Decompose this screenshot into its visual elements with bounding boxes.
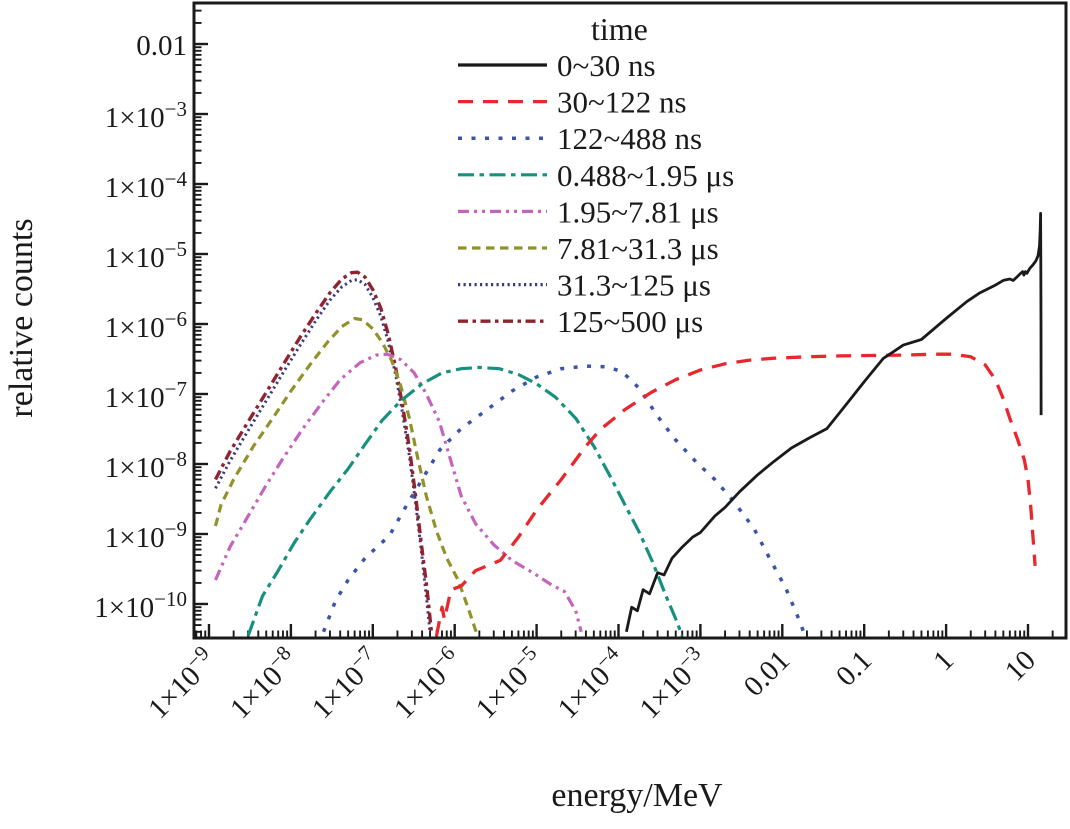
- series-line-0-488-1-95-s: [246, 365, 684, 637]
- y-tick-label: 1×10−10: [94, 587, 187, 624]
- legend-entry-label: 30~122 ns: [557, 85, 687, 120]
- y-tick-label: 1×10−3: [105, 97, 187, 134]
- y-axis-title: relative counts: [3, 218, 40, 417]
- series-group: [213, 212, 1043, 637]
- legend-entry-label: 0.488~1.95 μs: [557, 158, 734, 193]
- plot-frame: [192, 1, 1068, 640]
- legend-entry-label: 1.95~7.81 μs: [557, 194, 719, 229]
- x-tick-label: 1×10−8: [221, 641, 305, 725]
- x-tick-label: 1×10−4: [548, 640, 633, 725]
- series-line-1-95-7-81-s: [214, 352, 583, 633]
- series-line-122-488-ns: [321, 364, 807, 637]
- legend-entry-label: 0~30 ns: [557, 48, 656, 83]
- y-tick-label: 1×10−4: [105, 167, 188, 204]
- x-tick-label: 0.01: [738, 644, 797, 703]
- series-line-7-81-31-3-s: [213, 316, 480, 637]
- series-line-0-30-ns: [625, 212, 1043, 633]
- legend-entry-label: 122~488 ns: [557, 121, 702, 156]
- y-tick-label: 1×10−6: [105, 307, 187, 344]
- legend-entry-label: 125~500 μs: [557, 304, 703, 339]
- y-tick-label: 1×10−8: [105, 447, 187, 484]
- x-tick-label: 0.1: [830, 644, 878, 692]
- y-tick-label: 0.01: [136, 30, 187, 62]
- x-tick-label: 1×10−3: [630, 641, 714, 725]
- x-axis-title: energy/MeV: [551, 777, 723, 814]
- x-tick-label: 1: [927, 644, 960, 677]
- x-tick-label: 1×10−6: [384, 641, 468, 725]
- x-tick-label: 1×10−9: [139, 641, 223, 725]
- x-tick-label: 10: [999, 644, 1042, 687]
- x-tick-label: 1×10−7: [302, 641, 386, 725]
- y-tick-label: 1×10−5: [105, 237, 187, 274]
- legend-entry-label: 31.3~125 μs: [557, 268, 711, 303]
- legend-entry-label: 7.81~31.3 μs: [557, 231, 719, 266]
- x-tick-label: 1×10−5: [466, 641, 550, 725]
- y-tick-label: 1×10−9: [105, 517, 187, 554]
- series-line-31-3-125-s: [214, 278, 432, 632]
- y-tick-label: 1×10−7: [105, 377, 187, 414]
- series-line-30-122-ns: [434, 352, 1037, 637]
- legend-title: time: [591, 11, 648, 47]
- series-line-125-500-s: [213, 270, 434, 632]
